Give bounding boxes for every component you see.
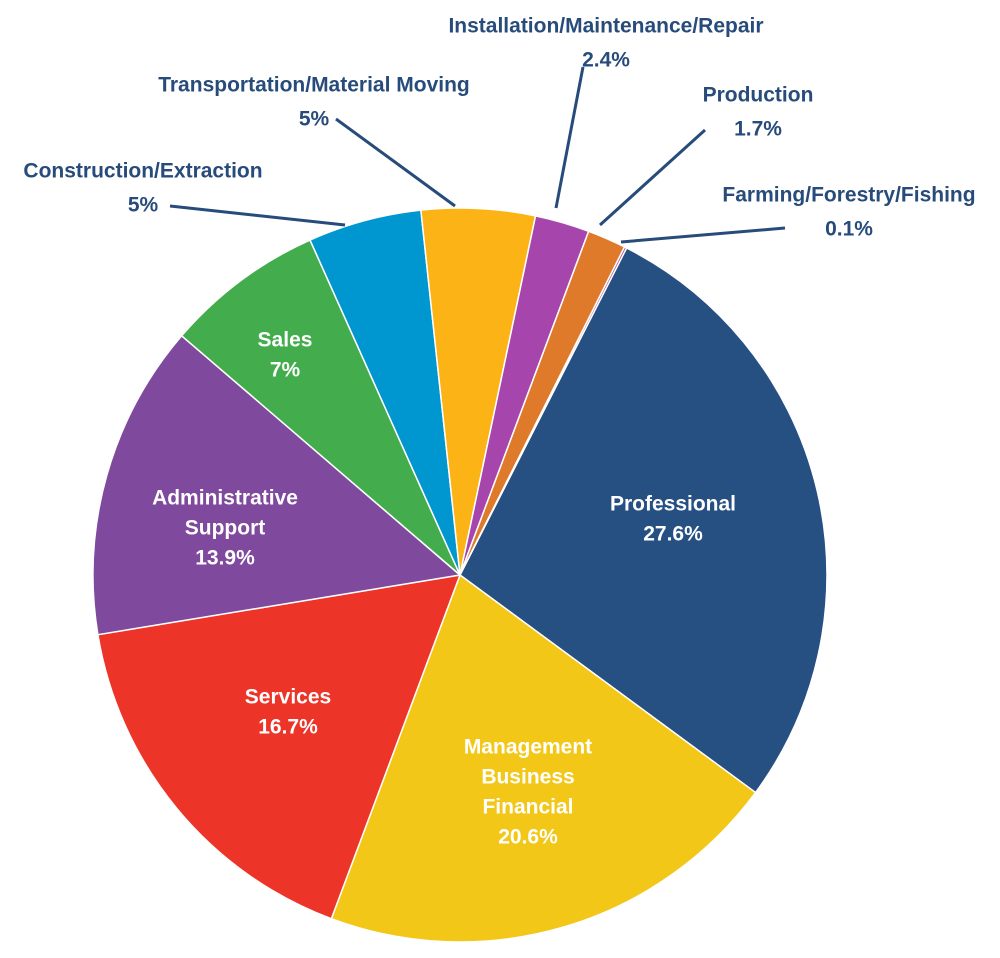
leader-line-transportation-material-moving <box>335 117 456 208</box>
leader-line-installation-maintenance-repair <box>554 66 585 209</box>
pie-slice-farming-forestry-fishing <box>459 246 628 576</box>
pie-slice-services <box>97 574 461 920</box>
leader-line-construction-extraction <box>169 204 346 227</box>
slice-label-transportation-material-moving: Transportation/Material Moving <box>158 74 470 97</box>
slice-value-label-farming-forestry-fishing: 0.1% <box>825 218 873 241</box>
leader-lines-layer <box>169 66 786 244</box>
slice-label-administrative-support: Administrative <box>152 487 298 510</box>
slice-value-label-production: 1.7% <box>734 118 782 141</box>
slice-label-professional: Professional <box>610 493 736 516</box>
slice-value-label-sales: 7% <box>270 359 301 382</box>
slices-layer <box>92 207 828 943</box>
slice-value-label-administrative-support: 13.9% <box>195 547 255 570</box>
slice-label-management-business-financial: Business <box>481 766 574 789</box>
leader-line-production <box>598 128 707 227</box>
slice-value-label-installation-maintenance-repair: 2.4% <box>582 49 630 72</box>
slice-label-administrative-support: Support <box>185 517 265 540</box>
slice-value-label-professional: 27.6% <box>643 523 703 546</box>
slice-label-installation-maintenance-repair: Installation/Maintenance/Repair <box>448 15 763 38</box>
labels-layer: Professional 27.6% Management Business Finan… <box>23 15 975 849</box>
slice-label-farming-forestry-fishing: Farming/Forestry/Fishing <box>722 184 975 207</box>
slice-value-label-transportation-material-moving: 5% <box>299 108 330 131</box>
slice-label-services: Services <box>245 686 331 709</box>
leader-line-farming-forestry-fishing <box>620 226 786 244</box>
slice-value-label-services: 16.7% <box>258 716 318 739</box>
slice-value-label-management-business-financial: 20.6% <box>498 826 558 849</box>
pie-slice-professional <box>459 247 828 794</box>
slice-label-management-business-financial: Management <box>464 736 592 759</box>
slice-label-production: Production <box>703 84 814 107</box>
slice-value-label-construction-extraction: 5% <box>128 194 159 217</box>
slice-label-sales: Sales <box>258 329 313 352</box>
slice-label-management-business-financial: Financial <box>482 796 573 819</box>
pie-slice-administrative-support <box>92 335 461 636</box>
pie-slice-sales <box>180 239 461 576</box>
pie-slice-management-business-financial <box>330 574 757 943</box>
slice-label-construction-extraction: Construction/Extraction <box>23 160 262 183</box>
